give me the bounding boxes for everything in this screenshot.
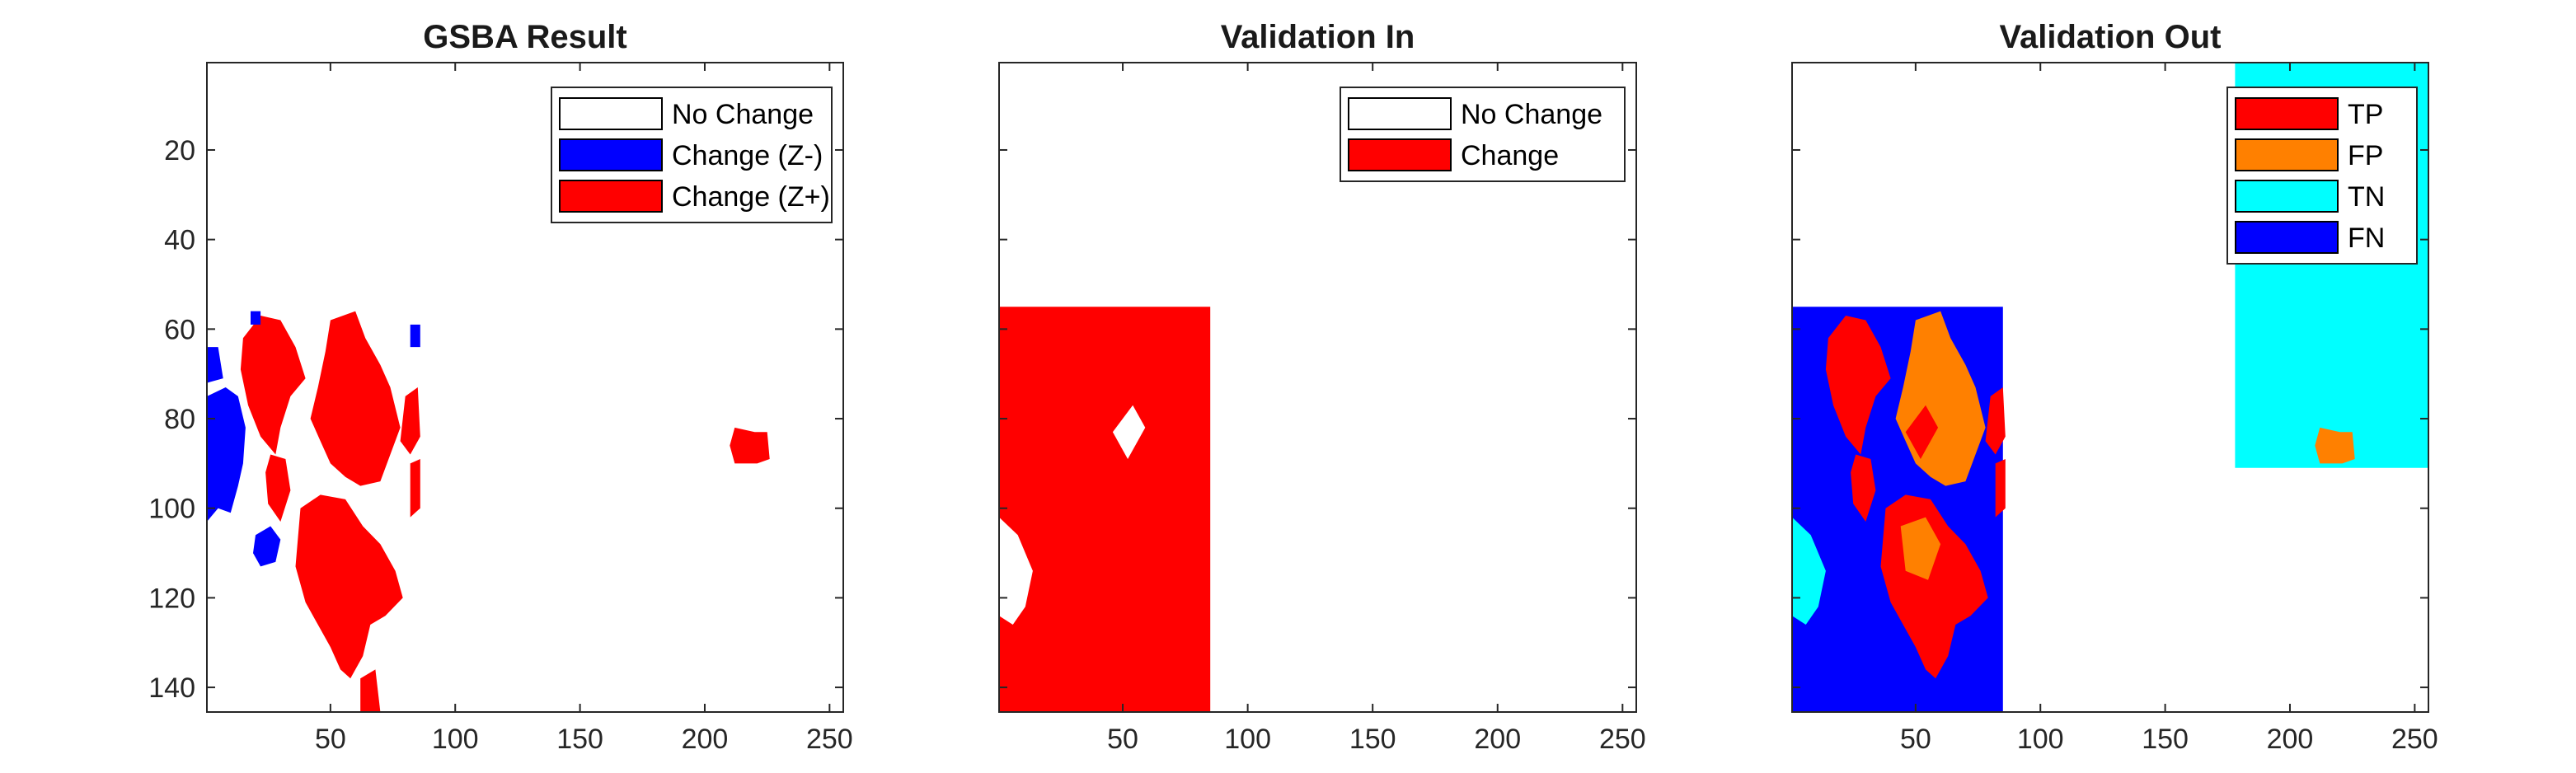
legend: No Change Change: [1340, 87, 1626, 182]
legend-swatch-tn: [2235, 180, 2339, 213]
region-change-z-7: [730, 427, 770, 464]
map-regions: [207, 311, 770, 712]
region-change-z-6: [360, 669, 381, 712]
y-tick-label-100: 100: [148, 494, 195, 525]
region-tp-8: [1995, 459, 2006, 518]
chart-title: Validation Out: [2000, 19, 2222, 55]
x-tick-label-250: 250: [806, 724, 853, 755]
region-change-z-10: [253, 526, 281, 567]
axes-frame: [206, 62, 844, 713]
x-tick-label-50: 50: [315, 724, 346, 755]
region-no-change-1: [1112, 405, 1146, 459]
x-tick-label-150: 150: [1349, 724, 1396, 755]
gsba-result-panel: 50 100 150 200 250 20 40 60 80 100 120 140 GSBA Resu…: [148, 19, 852, 755]
chart-title: Validation In: [1221, 19, 1415, 55]
y-tick-label-20: 20: [164, 135, 195, 166]
legend-label-fp: FP: [2348, 140, 2383, 171]
x-tick-label-50: 50: [1900, 724, 1931, 755]
y-tick-label-140: 140: [148, 672, 195, 704]
region-change-z-4: [410, 459, 420, 518]
legend-swatch-change-z: [559, 180, 663, 213]
legend-label-change-z: Change (Z+): [672, 181, 830, 213]
x-tick-label-50: 50: [1107, 724, 1138, 755]
region-fp-10: [1900, 517, 1941, 580]
legend-swatch-change-z: [559, 138, 663, 171]
x-tick-label-200: 200: [2267, 724, 2314, 755]
legend-swatch-tp: [2235, 97, 2339, 130]
map-regions: [999, 307, 1211, 712]
legend: TP FP TN FN: [2226, 87, 2418, 265]
y-tick-label-120: 120: [148, 583, 195, 614]
axes-frame: [1791, 62, 2429, 713]
legend: No Change Change (Z-) Change (Z+): [551, 87, 833, 223]
x-tick-label-250: 250: [2391, 724, 2438, 755]
y-tick-label-80: 80: [164, 404, 195, 435]
region-change-z-1: [310, 311, 401, 486]
x-tick-label-100: 100: [1224, 724, 1271, 755]
x-tick-label-150: 150: [2142, 724, 2189, 755]
validation-out-panel: 50 100 150 200 250 Validation Out TP FP TN FN: [1791, 19, 2438, 755]
x-tick-label-200: 200: [682, 724, 729, 755]
legend-label-tn: TN: [2348, 181, 2385, 213]
y-tick-label-60: 60: [164, 314, 195, 345]
legend-label-tp: TP: [2348, 99, 2383, 130]
legend-label-no-change: No Change: [672, 99, 814, 130]
x-tick-label-150: 150: [556, 724, 603, 755]
region-change-z-2: [400, 387, 420, 455]
axes-frame: [998, 62, 1637, 713]
legend-swatch-no-change: [1348, 97, 1452, 130]
region-tp-7: [1851, 454, 1876, 522]
region-tp-6: [1985, 387, 2006, 455]
region-no-change-2: [999, 517, 1033, 625]
x-tick-label-200: 200: [1474, 724, 1521, 755]
region-tp-5: [1905, 405, 1939, 459]
validation-in-panel: 50 100 150 200 250 Validation In No Change Chan…: [998, 19, 1646, 755]
x-tick-label-250: 250: [1599, 724, 1646, 755]
x-tick-label-100: 100: [432, 724, 479, 755]
region-change-z-0: [240, 316, 306, 455]
region-fp-1: [2315, 427, 2355, 464]
region-tp-3: [1825, 316, 1891, 455]
region-change-0: [999, 307, 1211, 712]
region-change-z-12: [410, 324, 420, 348]
region-change-z-5: [295, 494, 403, 679]
legend-label-change-z: Change (Z-): [672, 140, 823, 171]
region-tn-11: [1792, 517, 1826, 625]
legend-swatch-fp: [2235, 138, 2339, 171]
chart-title: GSBA Result: [423, 19, 626, 55]
region-change-z-3: [265, 454, 291, 522]
legend-label-fn: FN: [2348, 223, 2385, 254]
region-change-z-11: [251, 311, 261, 325]
region-change-z-8: [207, 347, 223, 383]
x-tick-label-100: 100: [2017, 724, 2064, 755]
legend-swatch-change: [1348, 138, 1452, 171]
legend-swatch-no-change: [559, 97, 663, 130]
legend-label-no-change: No Change: [1461, 99, 1602, 130]
region-change-z-9: [207, 387, 246, 522]
legend-label-change: Change: [1461, 140, 1559, 171]
y-tick-label-40: 40: [164, 225, 195, 256]
legend-swatch-fn: [2235, 221, 2339, 254]
